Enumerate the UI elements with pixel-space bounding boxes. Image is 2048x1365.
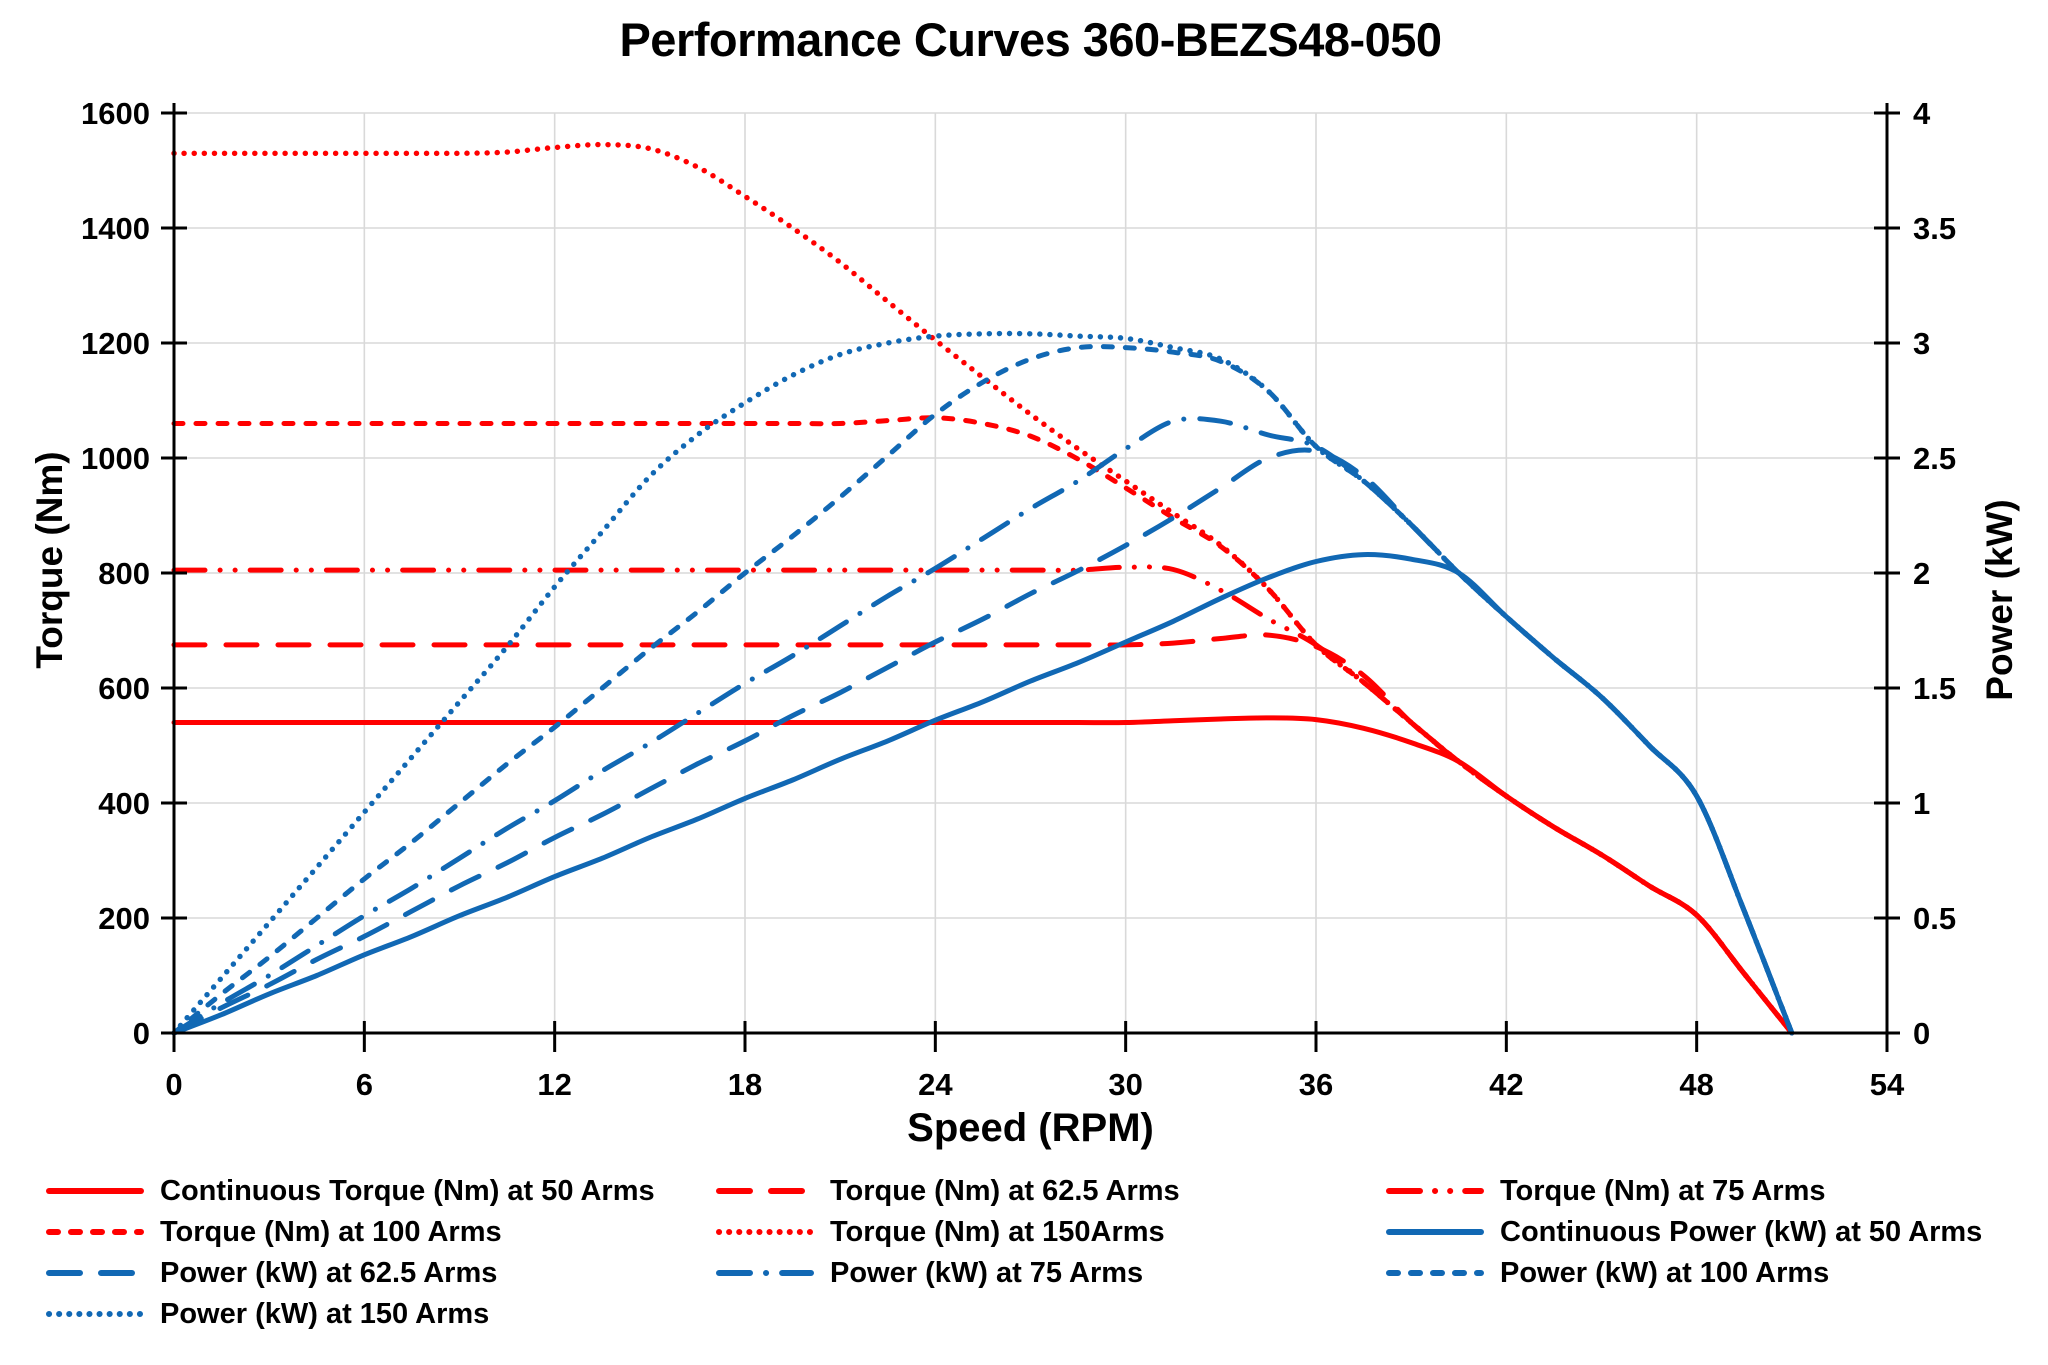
curve-10	[171, 330, 1795, 1036]
tick-label: 36	[1299, 1067, 1333, 1102]
tick-label: 600	[98, 671, 150, 706]
tick-label: 54	[1870, 1067, 1905, 1102]
tick-label: 1600	[81, 96, 150, 131]
curve-3	[171, 564, 1795, 1036]
tick-label: 30	[1108, 1067, 1142, 1102]
tick-label: 48	[1679, 1067, 1713, 1102]
tick-label: 800	[98, 556, 150, 591]
curve-5	[171, 141, 1795, 1036]
tick-label: 200	[98, 901, 150, 936]
tick-label: 42	[1489, 1067, 1523, 1102]
tick-label: 400	[98, 786, 150, 821]
tick-label: 18	[728, 1067, 762, 1102]
tick-label: 1400	[81, 211, 150, 246]
tick-label: 3	[1913, 326, 1930, 361]
tick-label: 0	[133, 1016, 150, 1051]
curve-8	[171, 416, 1795, 1036]
tick-label: 6	[356, 1067, 373, 1102]
x-axis-title: Speed (RPM)	[907, 1106, 1154, 1150]
tick-label: 1200	[81, 326, 150, 361]
tick-label: 1	[1913, 786, 1930, 821]
tick-label: 0	[165, 1067, 182, 1102]
tick-label: 12	[537, 1067, 571, 1102]
tick-label: 0	[1913, 1016, 1930, 1051]
tick-label: 2.5	[1913, 441, 1956, 476]
curve-1	[171, 715, 1795, 1036]
curve-4	[171, 415, 1795, 1036]
tick-label: 2	[1913, 556, 1930, 591]
chart-title: Performance Curves 360-BEZS48-050	[619, 13, 1442, 66]
tick-label: 4	[1913, 96, 1931, 131]
tick-label: 3.5	[1913, 211, 1956, 246]
curve-6	[171, 552, 1795, 1036]
curve-7	[171, 447, 1795, 1036]
tick-label: 1000	[81, 441, 150, 476]
curve-9	[171, 344, 1795, 1036]
tick-label: 1.5	[1913, 671, 1956, 706]
tick-label: 0.5	[1913, 901, 1956, 936]
tick-label: 24	[918, 1067, 953, 1102]
curve-2	[171, 632, 1795, 1036]
